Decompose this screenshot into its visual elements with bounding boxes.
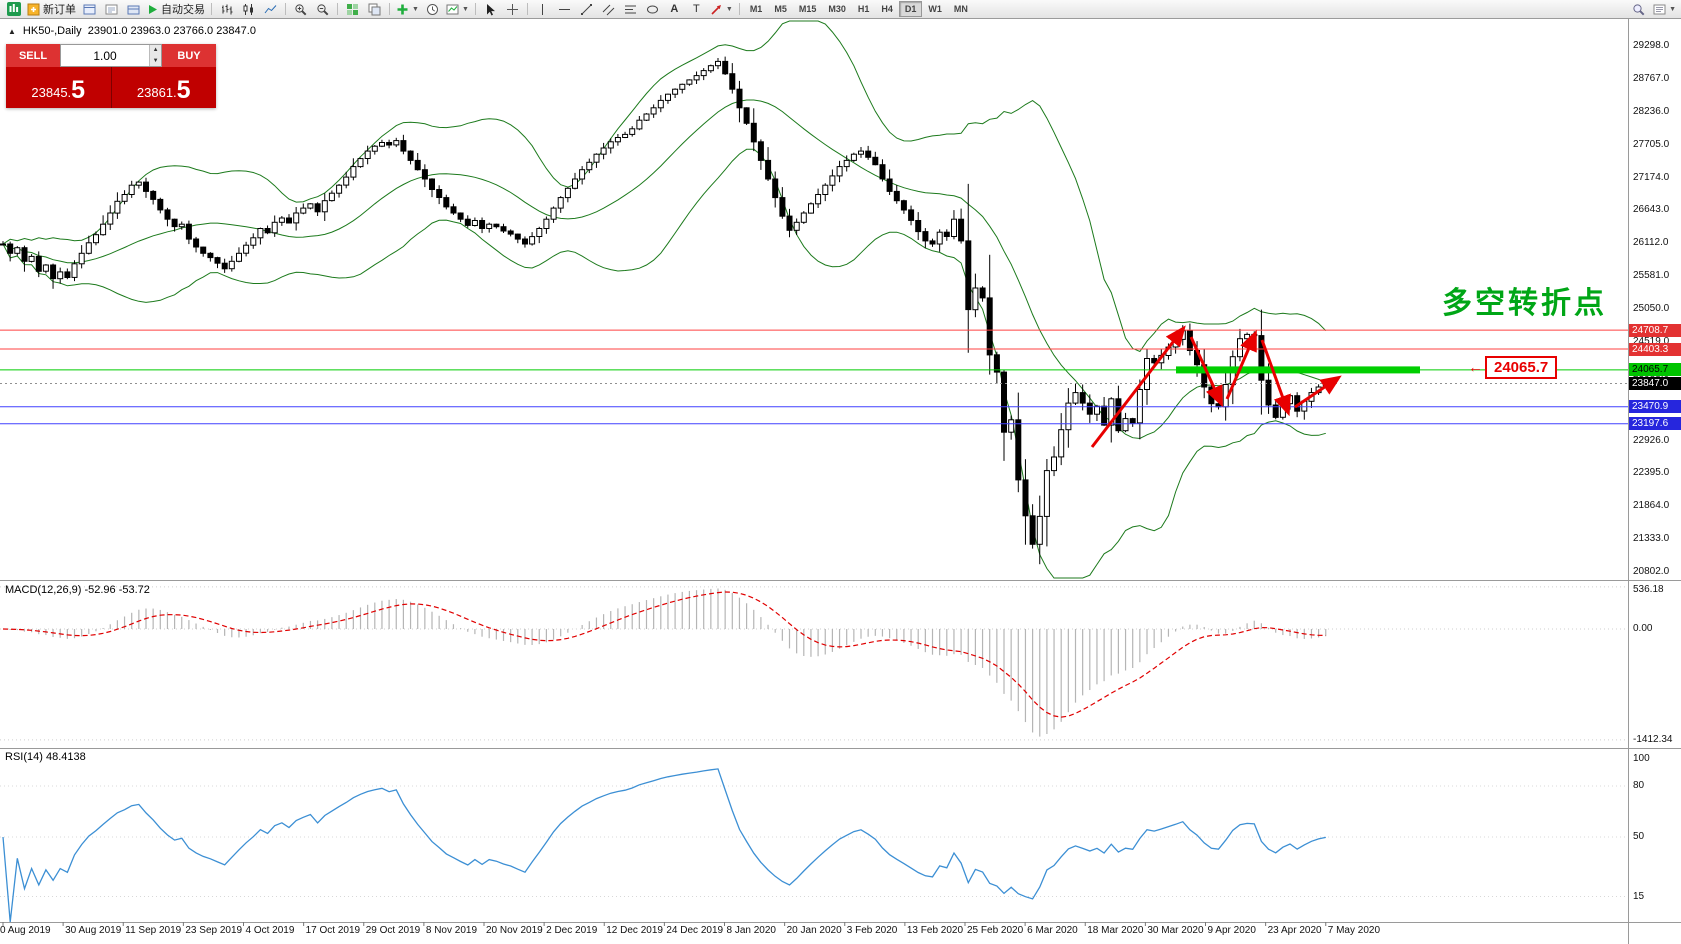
- new-order-button[interactable]: 新订单: [25, 1, 78, 17]
- data-window-icon[interactable]: [101, 1, 122, 17]
- main-toolbar: 新订单 自动交易 ▼ ▼ A T ▼: [0, 0, 1681, 19]
- buy-button[interactable]: BUY: [162, 44, 216, 67]
- timeframe-button-H4[interactable]: H4: [881, 4, 893, 14]
- symbol-period-label: HK50-,Daily: [22, 25, 82, 37]
- toolbar-separator: [337, 3, 338, 15]
- chart-annotation: 多空转折点: [1442, 287, 1607, 320]
- fibonacci-tool-icon[interactable]: [620, 1, 641, 17]
- vertical-line-tool-icon[interactable]: [532, 1, 553, 17]
- trendline-tool-icon[interactable]: [576, 1, 597, 17]
- new-order-icon: [27, 3, 40, 15]
- window-list-icon[interactable]: ▼: [1651, 1, 1678, 17]
- timeframe-button-H1[interactable]: H1: [857, 4, 870, 14]
- timeframe-button-MN[interactable]: MN: [953, 4, 968, 14]
- search-icon[interactable]: [1628, 1, 1649, 17]
- volume-box: ▲▼: [60, 44, 162, 67]
- collapse-panel-icon[interactable]: ▲: [8, 27, 16, 36]
- timeframe-button-W1[interactable]: W1: [928, 4, 942, 14]
- ohlc-values: 23901.0 23963.0 23766.0 23847.0: [87, 25, 256, 37]
- chevron-down-icon: ▼: [461, 5, 469, 13]
- toolbar-separator: [211, 3, 212, 15]
- buy-price[interactable]: 23861. 5: [136, 76, 191, 104]
- timeframe-button-M1[interactable]: M1: [749, 4, 763, 14]
- rsi-label: RSI(14) 48.4138: [5, 751, 86, 763]
- chevron-down-icon: ▼: [1669, 5, 1676, 13]
- timeframe-button-M30[interactable]: M30: [828, 4, 846, 14]
- sell-price[interactable]: 23845. 5: [6, 67, 112, 108]
- horizontal-line-tool-icon[interactable]: [554, 1, 575, 17]
- play-icon: [149, 4, 157, 14]
- timeframe-button-M5[interactable]: M5: [774, 4, 787, 14]
- price-tag[interactable]: ← 24065.7: [1468, 356, 1558, 379]
- toolbar-separator: [738, 3, 740, 15]
- chart-info-line: ▲ HK50-,Daily 23901.0 23963.0 23766.0 238…: [8, 25, 256, 37]
- market-watch-icon[interactable]: [79, 1, 100, 17]
- channel-tool-icon[interactable]: [598, 1, 619, 17]
- label-tool-icon[interactable]: T: [693, 3, 700, 15]
- timeframe-toolbar: M1 M5 M15 M30 H1 H4 D1 W1 MN: [744, 1, 974, 17]
- period-clock-icon[interactable]: [422, 1, 443, 17]
- ellipse-tool-icon[interactable]: [642, 1, 663, 17]
- volume-input[interactable]: [61, 45, 150, 66]
- toolbar-right-icons: ▼: [1628, 1, 1678, 17]
- macd-label: MACD(12,26,9) -52.96 -53.72: [5, 584, 150, 596]
- toolbar-separator: [526, 3, 528, 15]
- new-order-label: 新订单: [43, 4, 76, 16]
- one-click-trading-panel: SELL ▲▼ BUY 23845.5 23861.5: [6, 44, 216, 108]
- stepper-down-icon[interactable]: ▼: [150, 55, 161, 66]
- terminal-icon[interactable]: [123, 1, 144, 17]
- arrange-windows-icon[interactable]: [364, 1, 385, 17]
- toolbar-separator: [389, 3, 390, 15]
- timeframe-button-M15[interactable]: M15: [798, 4, 817, 14]
- line-chart-icon[interactable]: [260, 1, 281, 17]
- cursor-icon[interactable]: [480, 1, 501, 17]
- template-icon[interactable]: ▼: [444, 1, 471, 17]
- arrows-tool-icon[interactable]: ▼: [708, 1, 735, 17]
- crosshair-icon[interactable]: [502, 1, 523, 17]
- text-tool-icon[interactable]: A: [670, 3, 679, 15]
- auto-trading-label: 自动交易: [161, 4, 205, 16]
- auto-trading-button[interactable]: 自动交易: [145, 1, 207, 17]
- sell-button[interactable]: SELL: [6, 44, 60, 67]
- zoom-in-icon[interactable]: [290, 1, 311, 17]
- new-chart-icon[interactable]: ▼: [394, 1, 421, 17]
- stepper-up-icon[interactable]: ▲: [150, 45, 161, 56]
- chevron-down-icon: ▼: [725, 5, 733, 13]
- timeframe-button-D1[interactable]: D1: [898, 1, 923, 17]
- chevron-down-icon: ▼: [412, 5, 419, 13]
- app-logo-icon: [3, 1, 24, 17]
- bar-chart-icon[interactable]: [216, 1, 237, 17]
- price-tag-value: 24065.7: [1485, 356, 1558, 379]
- toolbar-separator: [285, 3, 286, 15]
- toolbar-separator: [474, 3, 476, 15]
- tile-windows-icon[interactable]: [342, 1, 363, 17]
- left-arrow-icon: ←: [1468, 359, 1483, 376]
- volume-stepper[interactable]: ▲ ▼: [149, 45, 161, 66]
- candlestick-chart-icon[interactable]: [238, 1, 259, 17]
- quote-prices: 23845. 5 23861. 5: [6, 67, 216, 108]
- zoom-out-icon[interactable]: [312, 1, 333, 17]
